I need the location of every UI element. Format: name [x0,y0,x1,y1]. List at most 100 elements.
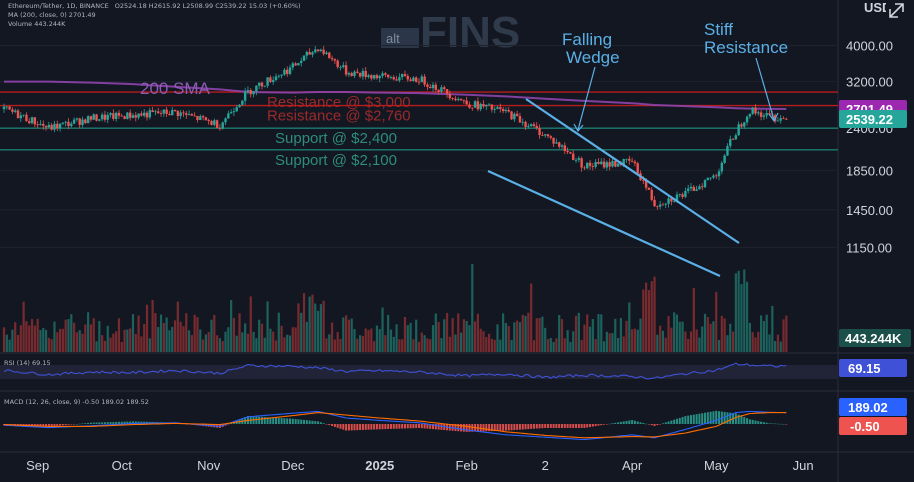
macd-histogram-bar [513,424,516,431]
volume-bar [409,322,412,352]
macd-histogram-bar [776,423,779,425]
candle-body [159,112,163,114]
candle-body [740,124,743,127]
volume-bar [681,321,684,352]
candle-body [109,113,112,115]
macd-histogram-bar [392,424,395,429]
candle-body [311,52,314,55]
candle-body [485,104,488,107]
time-tick-label: Nov [197,458,221,473]
volume-bar [754,337,757,352]
volume-bar [602,341,606,352]
volume-bar [328,334,331,352]
macd-histogram-bar [84,423,87,424]
candle-body [560,145,564,147]
candle-body [400,74,404,78]
candle-body [58,123,62,129]
volume-bar [642,289,645,352]
volume-bar [726,335,729,352]
macd-histogram-bar [429,424,432,429]
time-tick-label: Apr [622,458,643,473]
price-axis[interactable]: 4000.003200.002400.001850.001450.001150.… [846,38,893,255]
candle-body [384,73,387,75]
candle-body [280,74,283,76]
macd-histogram-bar [572,424,575,428]
candle-body [241,100,244,105]
support-label: Support @ $2,100 [275,152,397,169]
candle-body [392,77,395,80]
macd-histogram-bar [586,424,589,428]
macd-histogram-bar [507,424,510,431]
volume-bar [185,313,188,352]
macd-histogram-bar [423,424,426,429]
macd-histogram-bar [350,424,353,431]
volume-bar [513,322,516,352]
volume-bar [709,323,712,352]
volume-bar [14,322,17,352]
macd-badge-bg [839,398,907,416]
volume-bar [176,301,179,352]
volume-bar [703,313,707,352]
volume-bar [574,315,578,352]
candle-body [215,120,219,129]
volume-bar [179,321,182,352]
macd-histogram-bar [482,424,485,432]
volume-bar [78,330,81,352]
candle-body [47,124,51,128]
volume-bar [269,328,272,352]
candle-body [518,116,522,123]
macd-histogram-bar [521,424,524,430]
macd-histogram-bar [311,420,314,424]
volume-bar [465,320,468,352]
volume-bar [330,322,334,352]
candle-body [493,108,496,110]
macd-histogram-bar [659,424,662,425]
candle-body [361,70,365,77]
time-axis[interactable]: Sep Oct Nov Dec 2025 Feb 2 Apr May Jun [26,458,814,473]
candle-body [386,74,390,78]
volume-bar [560,319,564,352]
volume-bar [204,334,207,352]
macd-histogram-bar [367,424,370,430]
candle-body [678,194,681,196]
volume-bar [765,314,768,352]
candle-body [328,52,331,59]
candle-body [271,80,275,82]
candle-body [353,71,356,76]
volume-bar [148,338,151,352]
candle-body [255,85,258,92]
volume-bar [325,338,328,352]
volume-badge-bg [839,329,911,347]
macd-histogram-bar [120,421,123,424]
candle-body [443,87,446,90]
candle-body [238,104,241,108]
volume-bar [143,323,146,352]
macd-histogram-bar [359,424,362,431]
volume-bar [297,303,300,352]
macd-histogram-bar [45,424,48,427]
macd-histogram-bar [541,424,544,429]
volume-bar [117,318,121,352]
stiff-resistance-annotation-line1: Stiff [704,20,733,39]
volume-bar [757,331,760,352]
volume-bar [591,319,594,352]
macd-histogram-bar [134,421,137,424]
volume-bar [274,340,278,352]
volume-bar [44,329,48,352]
macd-histogram-bar [432,424,435,430]
macd-histogram-bar [760,421,763,424]
candle-body [44,125,48,128]
volume-bar [745,281,749,352]
volume-bar [213,314,216,352]
macd-histogram-bar [395,424,398,429]
macd-histogram-bar [692,414,695,424]
macd-histogram-bar [274,417,277,424]
volume-bar [437,322,440,352]
price-badge-bg [839,110,907,129]
candle-body [193,115,196,117]
expand-icon[interactable] [886,0,910,22]
expand-glyph [889,3,904,18]
volume-bar [768,334,771,352]
candle-body [381,73,384,77]
